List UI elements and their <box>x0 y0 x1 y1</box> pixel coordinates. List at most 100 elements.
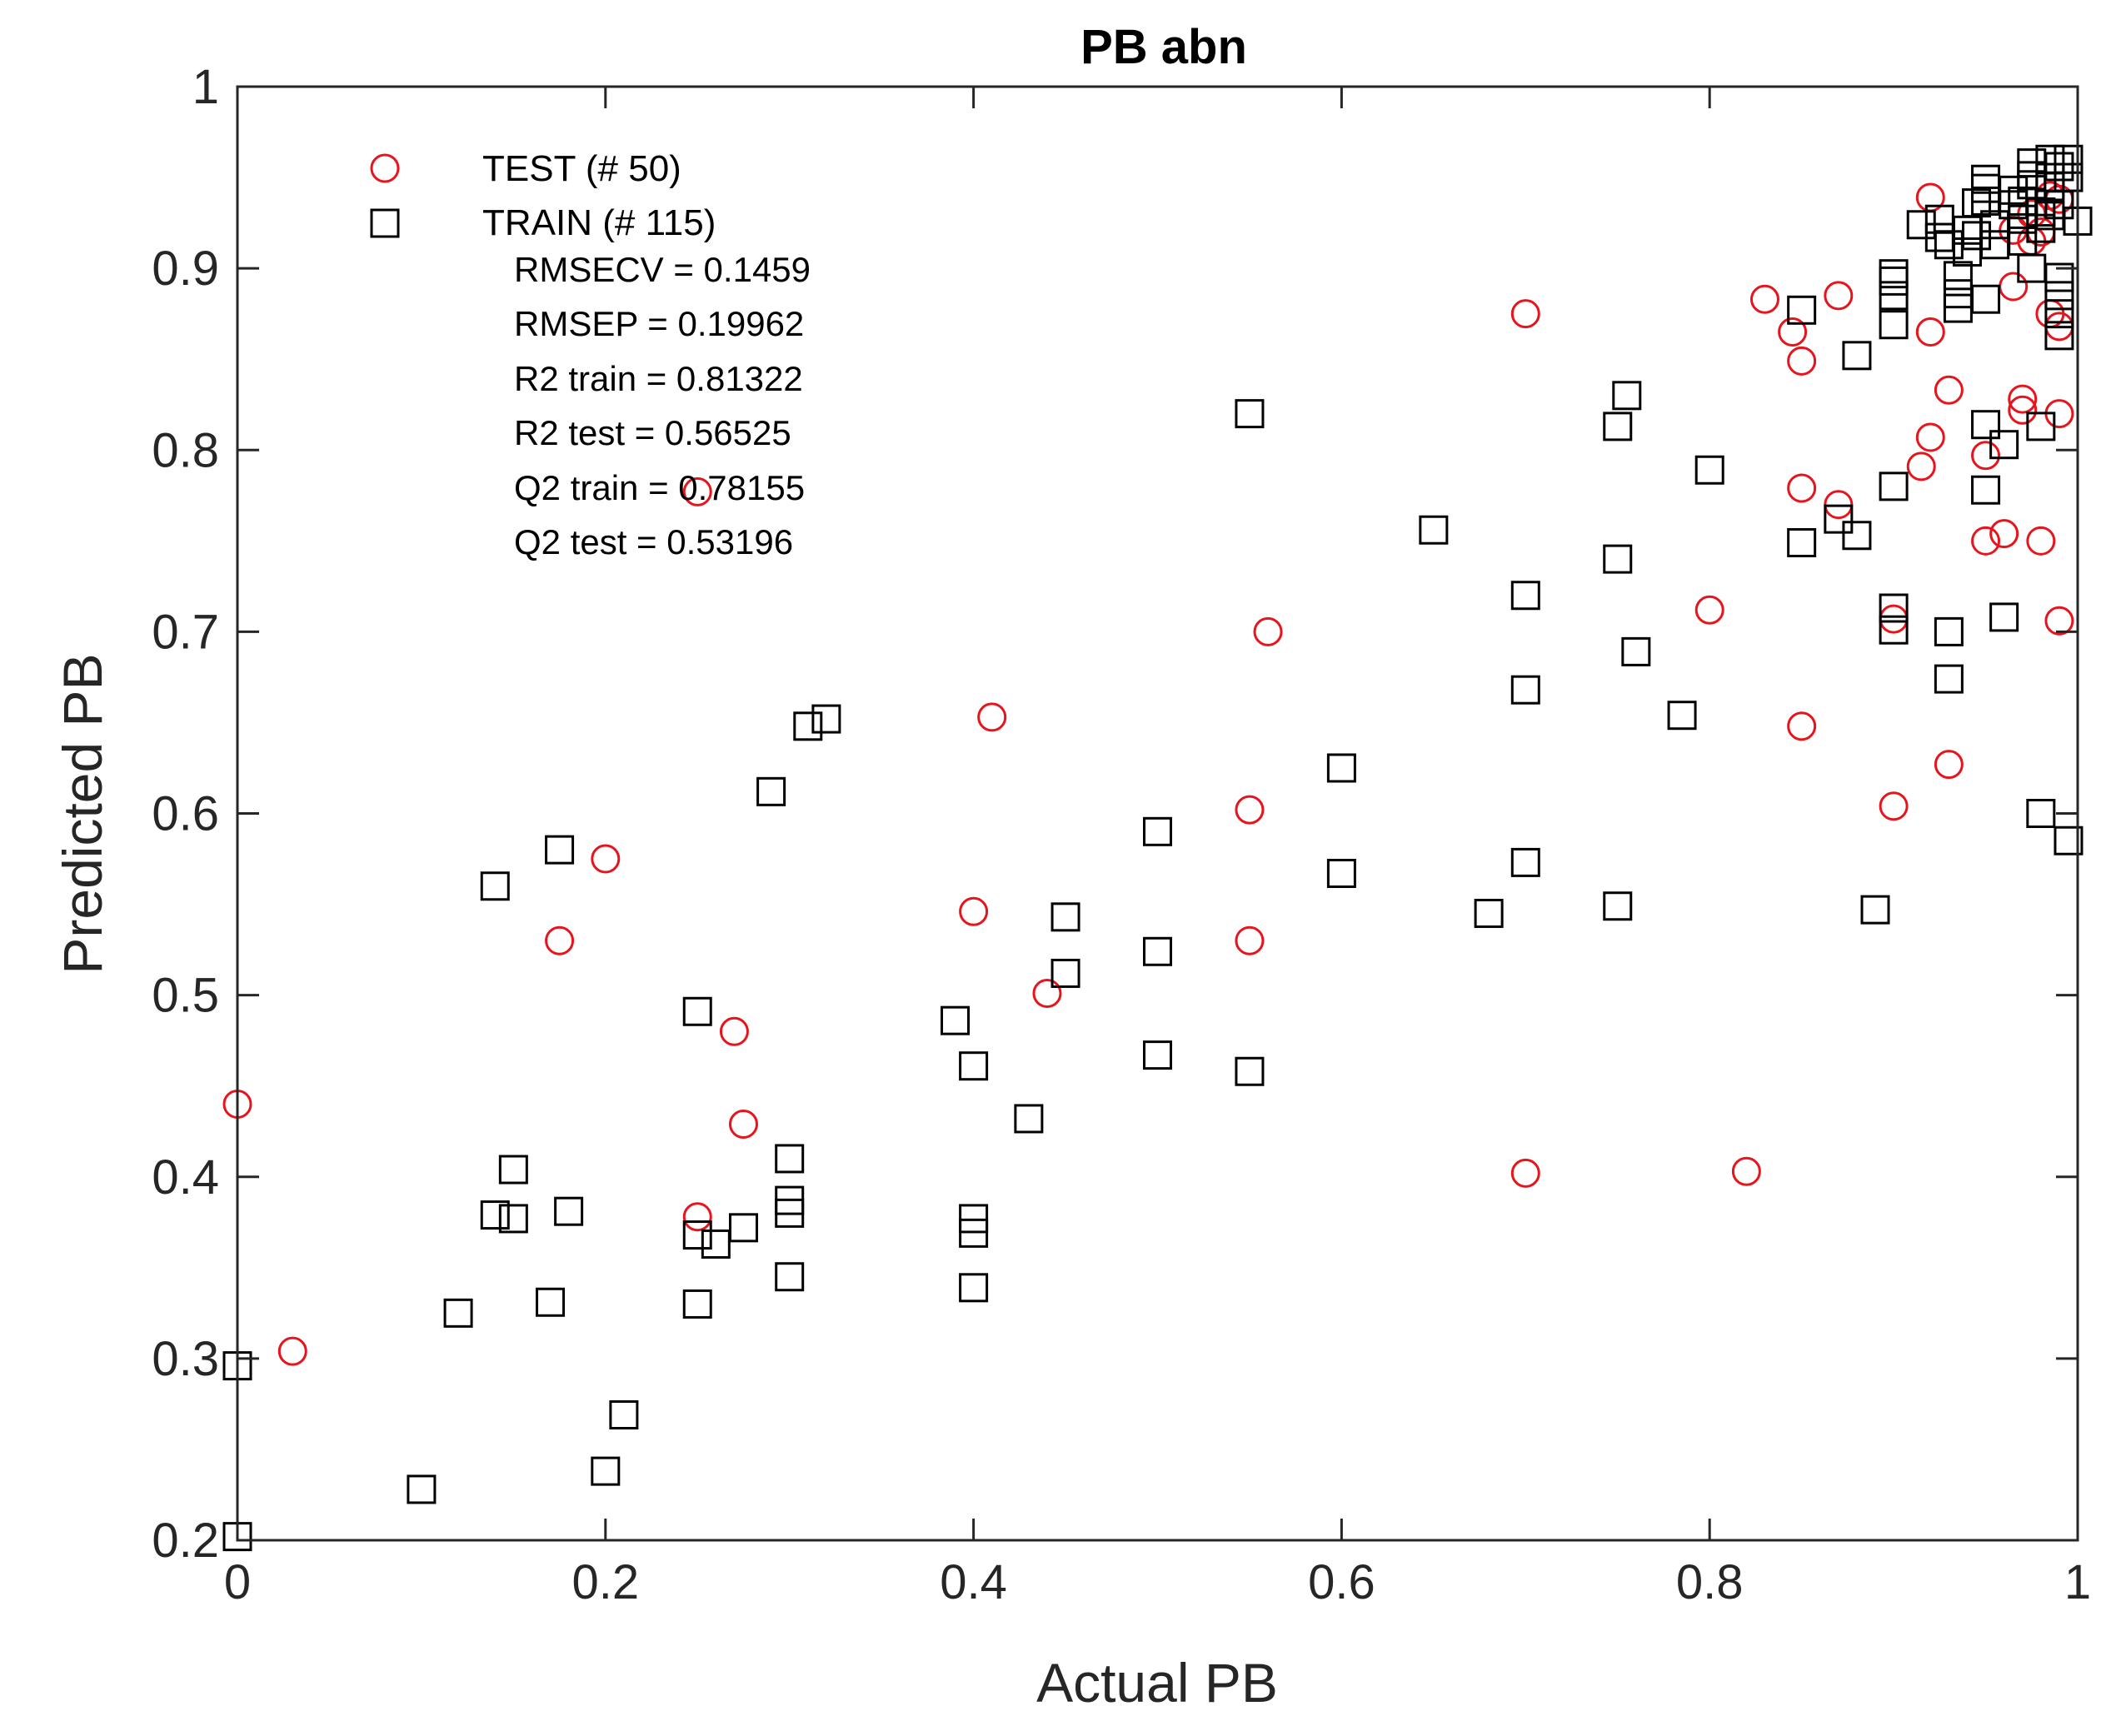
train-point <box>407 1474 437 1504</box>
train-point <box>775 1262 805 1292</box>
train-point <box>2017 170 2047 200</box>
x-tick-label: 1 <box>2064 1555 2091 1609</box>
train-point <box>1999 190 2029 220</box>
train-point <box>2026 412 2056 441</box>
annotation-rmsecv: RMSECV = 0.1459 <box>514 250 811 289</box>
train-point <box>1474 898 1504 928</box>
train-point <box>1510 581 1540 611</box>
train-series <box>222 144 2093 1552</box>
test-point <box>2008 384 2038 414</box>
legend-label-test: TEST (# 50) <box>482 148 681 189</box>
train-point <box>1787 527 1817 557</box>
y-tick-label: 0.8 <box>152 423 219 477</box>
train-point <box>959 1218 989 1248</box>
train-point <box>1235 399 1265 429</box>
train-point <box>756 776 786 806</box>
train-point <box>545 835 575 865</box>
train-point <box>1879 310 1909 340</box>
test-point <box>1989 519 2019 549</box>
train-point <box>1612 381 1642 411</box>
train-point <box>554 1196 584 1226</box>
test-point <box>1879 791 1909 821</box>
train-point <box>1971 410 2001 440</box>
train-point <box>1419 515 1449 545</box>
train-point <box>536 1287 566 1317</box>
x-tick-label: 0 <box>224 1555 251 1609</box>
x-tick-label: 0.2 <box>571 1555 639 1609</box>
train-point <box>959 1273 989 1303</box>
train-point <box>682 1289 712 1319</box>
test-point <box>719 1016 749 1046</box>
train-point <box>2044 281 2074 311</box>
test-point <box>1731 1156 1761 1186</box>
train-point <box>1980 230 2010 260</box>
test-point <box>1787 711 1817 741</box>
x-axis-label: Actual PB <box>1036 1652 1278 1714</box>
y-tick-label: 0.3 <box>152 1332 219 1386</box>
train-point <box>2054 826 2084 856</box>
test-point <box>545 925 575 955</box>
train-point <box>1326 858 1356 888</box>
test-point <box>1999 272 2029 302</box>
test-point <box>1510 1158 1540 1188</box>
test-series <box>222 181 2074 1366</box>
train-point <box>682 1220 712 1250</box>
annotation-r2-test: R2 test = 0.56525 <box>514 413 791 452</box>
y-tick-label: 0.2 <box>152 1514 219 1568</box>
train-point <box>1603 412 1633 441</box>
train-point <box>1014 1104 1044 1134</box>
test-point <box>1235 795 1265 825</box>
train-point <box>2035 162 2065 192</box>
annotation-q2-train: Q2 train = 0.78155 <box>514 468 805 507</box>
y-tick-label: 0.4 <box>152 1150 219 1205</box>
test-point <box>682 1202 712 1232</box>
train-point <box>1879 471 1909 501</box>
test-point <box>1787 346 1817 376</box>
train-point <box>498 1204 528 1234</box>
train-point <box>959 1051 989 1081</box>
x-tick-label: 0.6 <box>1308 1555 1375 1609</box>
test-point <box>1510 299 1540 329</box>
test-point <box>1934 750 1964 780</box>
train-point <box>1934 664 1964 694</box>
test-point <box>2008 395 2038 425</box>
test-point <box>1749 284 1779 314</box>
train-point <box>1621 636 1651 666</box>
test-point <box>1032 978 1062 1008</box>
train-point <box>609 1399 639 1429</box>
y-tick-label: 0.9 <box>152 242 219 296</box>
train-point <box>1051 902 1080 932</box>
y-axis-label: Predicted PB <box>52 653 113 974</box>
test-point <box>1253 616 1283 646</box>
train-point <box>775 1144 805 1174</box>
train-point <box>1943 261 1973 291</box>
train-point <box>2026 799 2056 828</box>
y-tick-label: 0.6 <box>152 787 219 841</box>
train-point <box>1051 958 1080 988</box>
train-point <box>1787 295 1817 325</box>
train-point <box>682 996 712 1026</box>
train-point <box>480 1200 510 1230</box>
chart-title: PB abn <box>1080 20 1247 74</box>
annotation-r2-train: R2 train = 0.81322 <box>514 359 803 398</box>
train-point <box>1971 284 2001 314</box>
test-point <box>1694 595 1724 625</box>
test-point <box>1824 281 1854 311</box>
train-point <box>1603 891 1633 921</box>
train-point <box>1824 504 1854 534</box>
train-point <box>1879 615 1909 645</box>
train-point <box>1934 616 1964 646</box>
train-point <box>775 1198 805 1228</box>
test-point <box>1934 375 1964 405</box>
train-point <box>728 1213 758 1243</box>
train-point <box>498 1155 528 1185</box>
axis-ticks: 0 0.2 0.4 0.6 0.8 10.20.30.40.50.60.70.80.91 <box>152 60 2091 1609</box>
train-point <box>1962 221 1992 251</box>
x-tick-label: 0.8 <box>1676 1555 1744 1609</box>
train-point <box>811 704 841 734</box>
test-point <box>277 1336 307 1366</box>
train-point <box>2044 299 2074 329</box>
train-point <box>793 711 823 741</box>
test-point <box>977 702 1007 732</box>
